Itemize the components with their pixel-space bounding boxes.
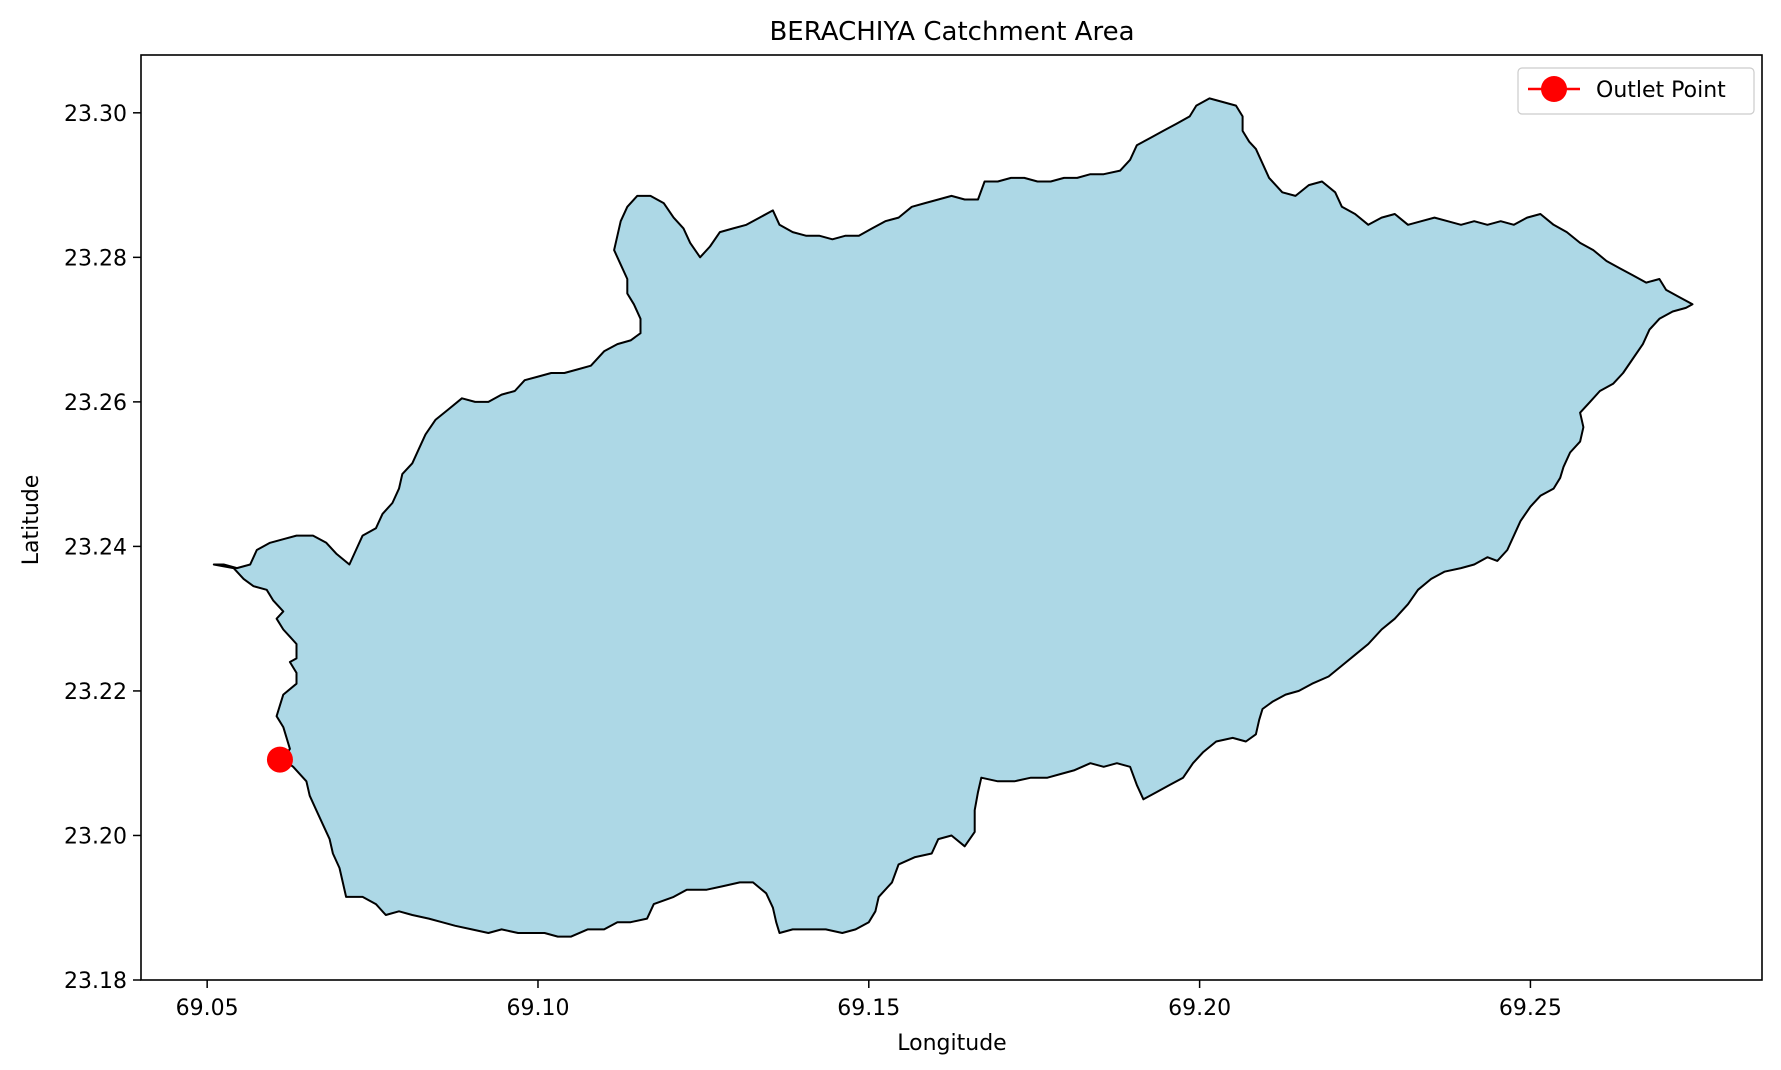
y-tick-label: 23.30 [64, 102, 127, 127]
legend: Outlet Point [1517, 67, 1755, 115]
plot-title: BERACHIYA Catchment Area [769, 17, 1134, 47]
plot-frame [140, 54, 1763, 981]
legend-box [1517, 67, 1755, 115]
x-axis-label: Longitude [897, 1031, 1006, 1056]
y-tick-label: 23.20 [64, 824, 127, 849]
x-tick-label: 69.20 [1168, 996, 1231, 1021]
x-tick-label: 69.05 [176, 996, 239, 1021]
y-tick-label: 23.26 [64, 391, 127, 416]
legend-label-outlet: Outlet Point [1596, 78, 1726, 103]
x-tick-label: 69.15 [837, 996, 900, 1021]
x-axis-ticks: 69.05 69.10 69.15 69.20 69.25 [176, 980, 1562, 1021]
y-tick-label: 23.24 [64, 535, 127, 560]
legend-marker-icon [1541, 76, 1567, 102]
y-tick-label: 23.28 [64, 246, 127, 271]
y-axis-ticks: 23.18 23.20 23.22 23.24 23.26 23.28 23.30 [64, 102, 141, 994]
y-axis-label: Latitude [19, 475, 44, 566]
catchment-polygon [212, 97, 1694, 938]
outlet-point-marker [266, 746, 293, 773]
x-tick-label: 69.25 [1499, 996, 1562, 1021]
x-tick-label: 69.10 [506, 996, 569, 1021]
y-tick-label: 23.22 [64, 680, 127, 705]
y-tick-label: 23.18 [64, 969, 127, 994]
